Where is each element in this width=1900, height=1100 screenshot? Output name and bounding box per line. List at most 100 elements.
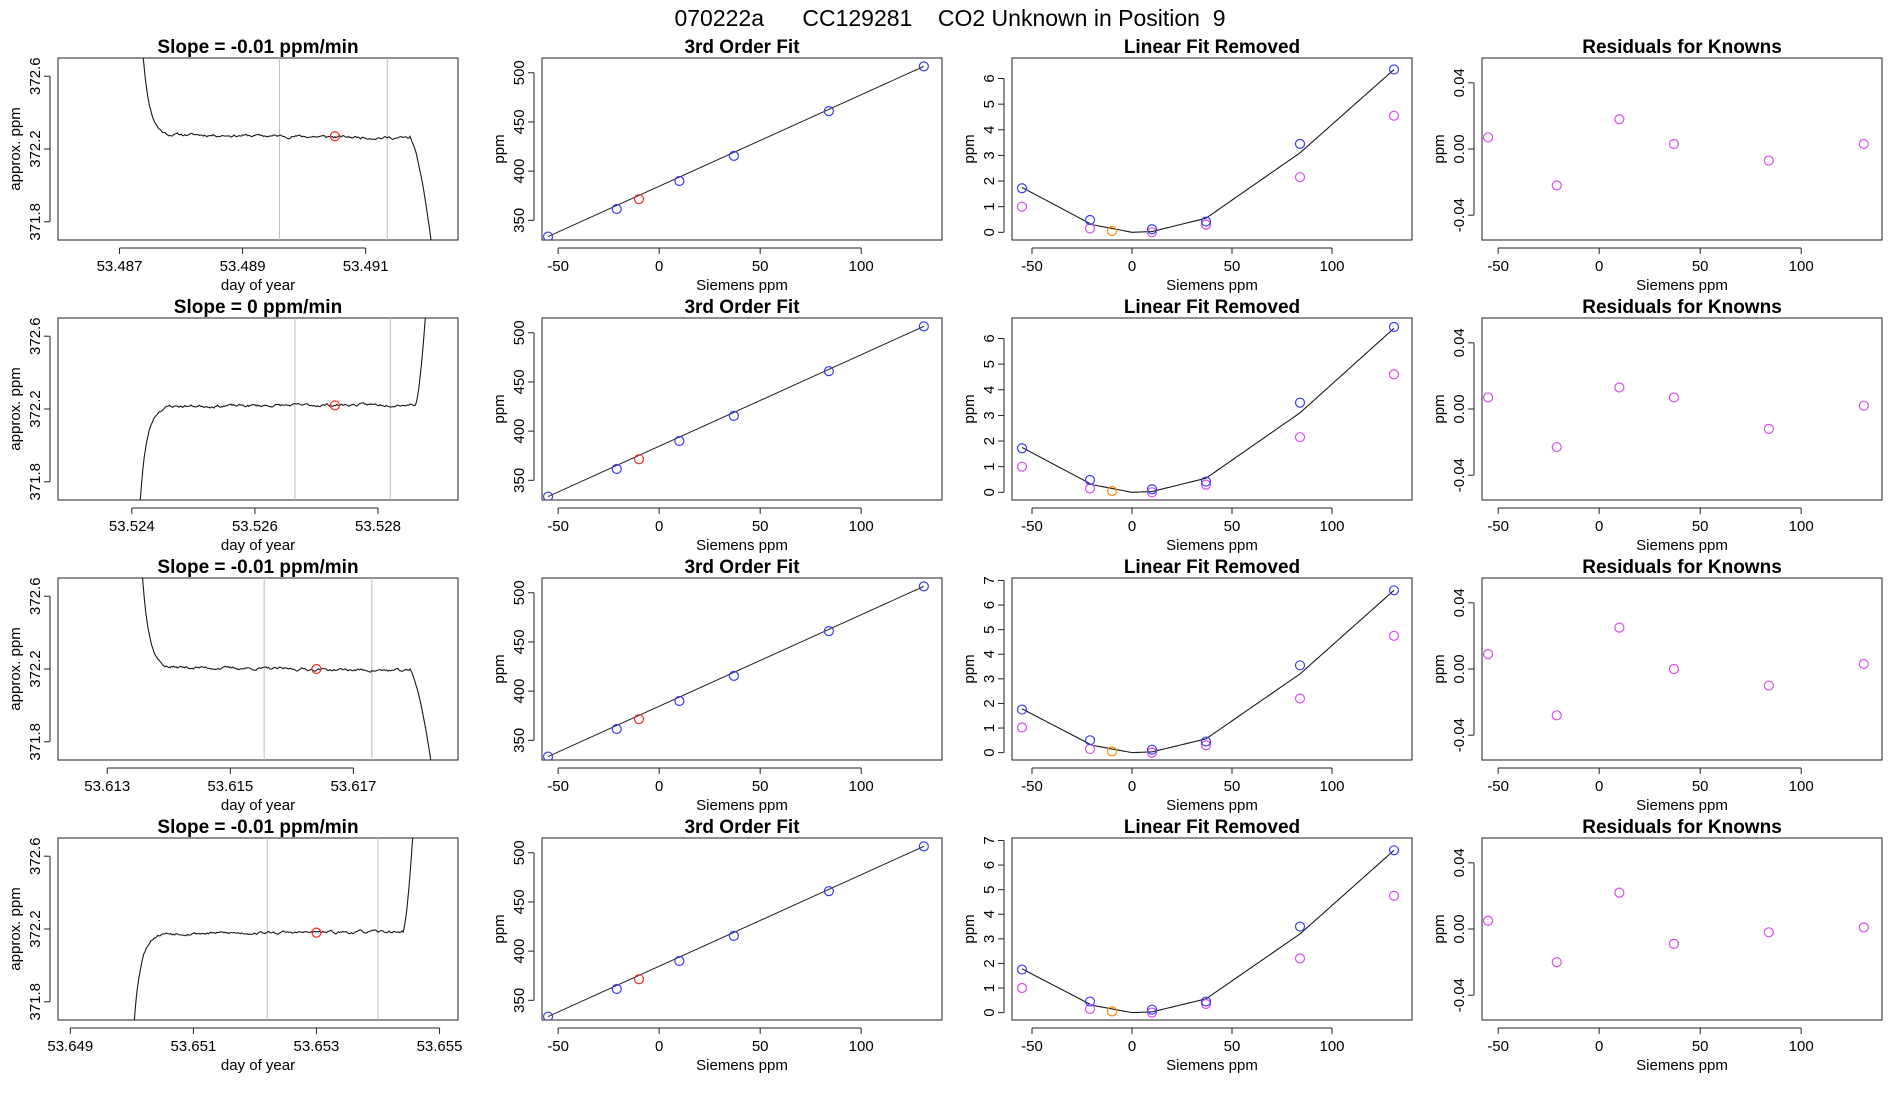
- residual-point: [1551, 710, 1562, 721]
- y-tick-label: 4: [981, 386, 998, 394]
- panel-title: Residuals for Knowns: [1582, 817, 1782, 838]
- y-tick-label: 450: [511, 629, 528, 654]
- residual-point: [1668, 392, 1680, 403]
- linear-removed-point: [1084, 743, 1096, 755]
- known-standard-point: [1200, 996, 1212, 1007]
- y-tick-label: 350: [511, 988, 528, 1013]
- x-axis-label: Siemens ppm: [1166, 537, 1258, 554]
- residual-point: [1763, 155, 1774, 166]
- residual-point: [1482, 915, 1494, 926]
- y-tick-label: 5: [981, 885, 998, 893]
- y-tick-label: 0.00: [1451, 654, 1468, 683]
- known-standard-point: [542, 751, 554, 760]
- known-standard-point: [823, 366, 834, 377]
- plot-frame: [541, 57, 943, 241]
- plot-frame: [1011, 317, 1413, 501]
- known-standard-point: [611, 983, 622, 995]
- y-tick-label: 7: [981, 576, 998, 584]
- residual-point: [1858, 400, 1869, 411]
- y-tick-label: -0.04: [1451, 198, 1468, 232]
- x-tick-label: 100: [849, 258, 874, 275]
- unknown-sample-point: [1106, 746, 1118, 757]
- y-tick-label: 371.8: [27, 463, 44, 501]
- y-tick-label: 372.6: [27, 317, 44, 355]
- known-standard-point: [611, 723, 622, 735]
- panel-title: Linear Fit Removed: [1124, 557, 1300, 578]
- known-standard-point: [674, 435, 685, 447]
- residual-point: [1763, 680, 1774, 691]
- y-tick-label: -0.04: [1451, 718, 1468, 752]
- y-tick-label: 7: [981, 836, 998, 844]
- linear-removed-point: [1016, 461, 1028, 472]
- x-tick-label: 50: [1692, 518, 1709, 535]
- x-tick-label: 0: [1128, 1038, 1136, 1055]
- panel-title: Slope = -0.01 ppm/min: [157, 817, 358, 838]
- x-tick-label: 53.487: [97, 258, 143, 275]
- plot-area: [142, 578, 432, 760]
- fit-curve: [1021, 849, 1395, 1014]
- panel-title: 3rd Order Fit: [684, 557, 800, 578]
- known-standard-point: [1294, 660, 1306, 671]
- plot-area: [1482, 114, 1869, 191]
- x-tick-label: 100: [1789, 1038, 1814, 1055]
- y-axis-label: approx. ppm: [7, 367, 24, 450]
- panel-r2-c3: Linear Fit Removed -50 0 50 100 Siemens ppm 0 1…: [961, 297, 1413, 554]
- y-axis-label: ppm: [1431, 394, 1448, 423]
- x-tick-label: 0: [655, 778, 663, 795]
- known-standard-point: [542, 231, 554, 240]
- plot-area: [542, 841, 929, 1020]
- panel-r1-c2: 3rd Order Fit -50 0 50 100 Siemens ppm 350 400 4…: [491, 37, 943, 294]
- residual-point: [1614, 887, 1625, 898]
- panel-r1-c3: Linear Fit Removed -50 0 50 100 Siemens ppm 0 1…: [961, 37, 1413, 294]
- y-tick-label: 6: [981, 74, 998, 82]
- known-standard-point: [918, 61, 929, 72]
- y-tick-label: 5: [981, 625, 998, 633]
- x-tick-label: 0: [1595, 778, 1603, 795]
- linear-removed-point: [1146, 1007, 1158, 1018]
- x-axis-label: Siemens ppm: [696, 1057, 788, 1074]
- y-tick-label: 372.6: [27, 577, 44, 615]
- panel-r4-c2: 3rd Order Fit -50 0 50 100 Siemens ppm 350 400 4…: [491, 817, 943, 1074]
- y-tick-label: 3: [981, 411, 998, 419]
- x-tick-label: 100: [1319, 258, 1344, 275]
- y-tick-label: 2: [981, 437, 998, 445]
- linear-removed-point: [1294, 953, 1306, 964]
- x-tick-label: 53.613: [84, 778, 130, 795]
- unknown-sample-point: [633, 714, 645, 725]
- panel-title: Slope = -0.01 ppm/min: [157, 37, 358, 58]
- known-standard-point: [1200, 736, 1212, 747]
- x-tick-label: -50: [1021, 1038, 1043, 1055]
- known-standard-point: [1200, 476, 1212, 487]
- plot-area: [1482, 887, 1869, 968]
- x-tick-label: -50: [547, 258, 569, 275]
- x-tick-label: 53.489: [220, 258, 266, 275]
- y-tick-label: 500: [511, 320, 528, 345]
- known-standard-point: [918, 581, 929, 592]
- linear-removed-point: [1388, 890, 1400, 901]
- y-tick-label: 6: [981, 861, 998, 869]
- title-run: 070222a: [674, 5, 764, 31]
- panel-title: Residuals for Knowns: [1582, 37, 1782, 58]
- plot-frame: [1011, 837, 1413, 1021]
- known-standard-point: [1146, 224, 1158, 235]
- residual-point: [1858, 658, 1869, 670]
- panel-r2-c2: 3rd Order Fit -50 0 50 100 Siemens ppm 350 400 4…: [491, 297, 943, 554]
- plot-frame: [1481, 837, 1883, 1021]
- panel-grid: Slope = -0.01 ppm/min 53.487 53.489 53.491 d…: [7, 37, 1883, 1074]
- x-tick-label: 0: [1128, 518, 1136, 535]
- plot-area: [133, 838, 414, 1020]
- known-standard-point: [1146, 484, 1158, 495]
- y-tick-label: 4: [981, 650, 998, 658]
- x-tick-label: 100: [1789, 258, 1814, 275]
- y-tick-label: 350: [511, 728, 528, 753]
- known-standard-point: [1016, 183, 1028, 194]
- known-standard-point: [823, 886, 834, 897]
- known-standard-point: [1016, 964, 1028, 975]
- y-axis-label: ppm: [491, 654, 508, 683]
- x-axis-label: Siemens ppm: [696, 277, 788, 294]
- x-tick-label: 0: [1595, 258, 1603, 275]
- linear-removed-point: [1146, 747, 1158, 758]
- linear-removed-point: [1200, 740, 1212, 751]
- known-standard-point: [1084, 214, 1096, 226]
